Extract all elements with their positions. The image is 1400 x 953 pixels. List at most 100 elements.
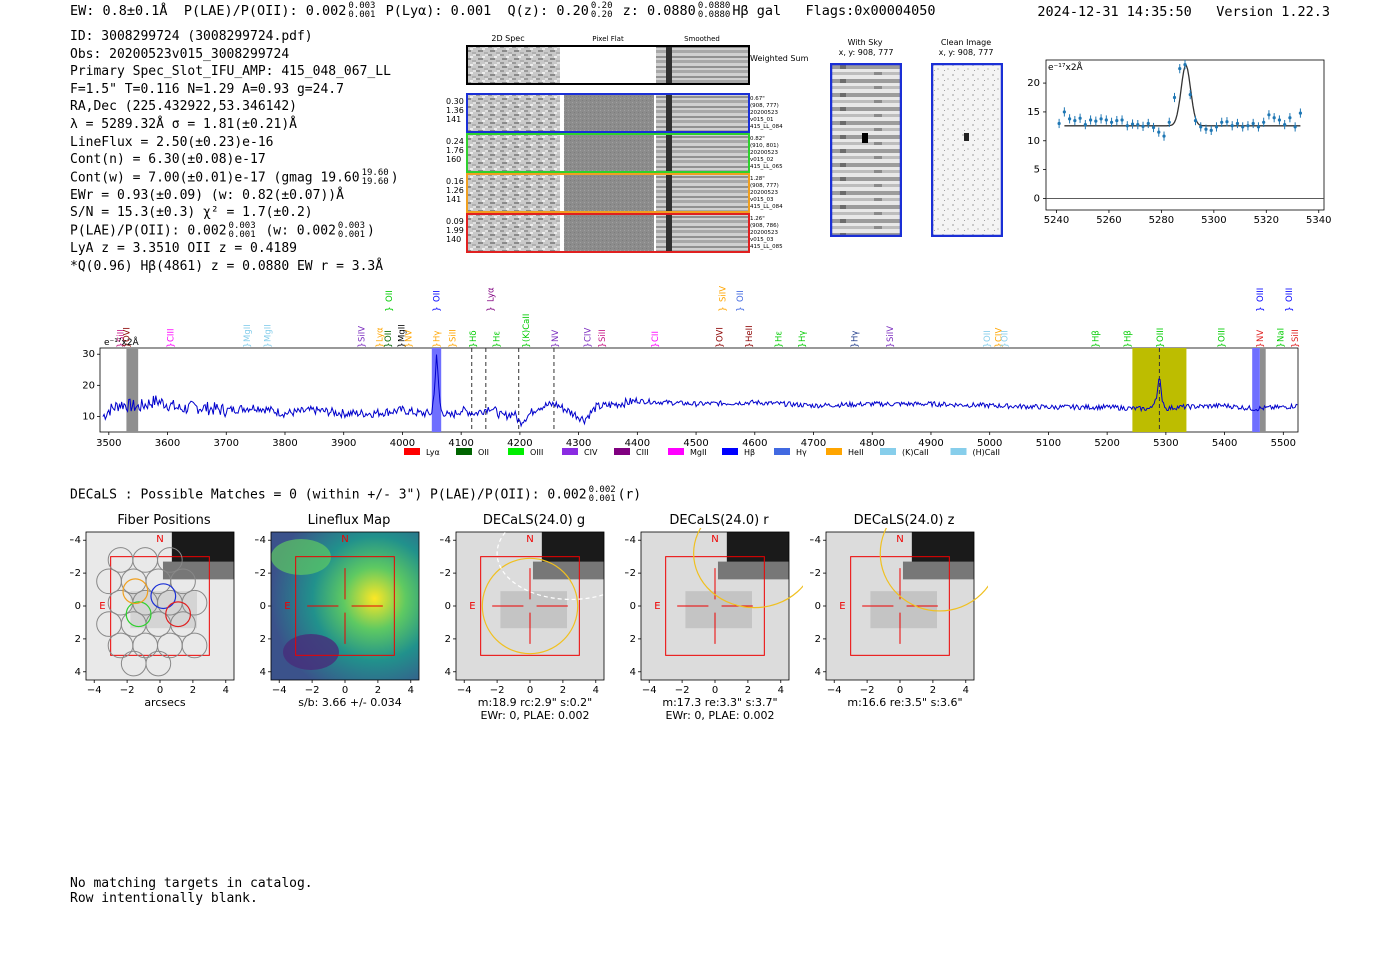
emission-line-label: OII: [736, 290, 746, 302]
row-side-text: 415_LL_085: [750, 244, 783, 250]
zoom-data-point: [1062, 107, 1066, 117]
zoom-point-marker: [1151, 125, 1156, 130]
emission-line-label: OII: [384, 330, 394, 342]
emission-line-label: NaI: [1276, 328, 1286, 342]
source-halo: [162, 561, 234, 580]
panel-title: DECaLS(24.0) z: [853, 513, 955, 528]
row-side-text: 415_LL_065: [750, 164, 783, 170]
imaging-panel-5: −4 4 −2 2 0 0 2 −2 4 −4 N E: [810, 528, 988, 696]
emission-line-label: CIV: [583, 328, 593, 342]
zoom-data-point: [1130, 119, 1135, 129]
emission-line-label: Hγ: [798, 331, 808, 342]
emission-line-label: OIII: [1285, 288, 1295, 302]
emission-line-label: SiII: [1291, 329, 1301, 342]
emission-line-bracket: }: [522, 342, 532, 348]
zoom-data-point: [1298, 108, 1302, 118]
panel-ytick-label: 0: [630, 601, 636, 612]
zoom-data-point: [1199, 122, 1203, 132]
zoom-ytick-label: 20: [1027, 78, 1040, 89]
emission-line-label: MgII: [397, 324, 407, 342]
aperture-ellipse: [693, 528, 803, 609]
row-side-text: 0.82": [750, 136, 765, 142]
legend-label: OII: [478, 448, 489, 457]
fiber-cutouts: 2D Spec Pixel Flat Smoothed Weighted Sum…: [446, 34, 809, 253]
decals-plae-lo: 0.001: [588, 494, 616, 504]
row-2dspec: [468, 95, 560, 131]
spec-xtick-label: 5000: [977, 438, 1002, 449]
emission-line-bracket: }: [1291, 342, 1301, 348]
clean-image: [931, 63, 1003, 237]
zoom-point-marker: [1125, 124, 1129, 128]
emission-line-label: Lyα: [376, 327, 386, 342]
zoom-data-point: [1246, 121, 1250, 131]
aperture-box: [110, 556, 210, 656]
header-q-lo: 0.20: [590, 10, 613, 20]
panel-caption: m:16.6 re:3.5" s:3.6": [847, 696, 963, 709]
panel-ytick-label: −2: [255, 568, 266, 579]
row-value: 0.16: [446, 177, 464, 186]
spec-xtick-label: 3900: [331, 438, 356, 449]
zoom-data-point: [1251, 118, 1255, 129]
zoom-data-point: [1088, 115, 1093, 125]
info-obs: Obs: 20200523v015_3008299724: [70, 46, 290, 62]
row-frame: [466, 93, 750, 133]
panel-xtick-label: −4: [87, 685, 102, 696]
row-pixelflat: [564, 135, 654, 171]
zoom-ytick-label: 5: [1034, 165, 1040, 176]
emission-line-bracket: }: [122, 342, 132, 348]
zoom-point-marker: [1178, 67, 1182, 71]
panel-ytick-label: 2: [260, 634, 266, 645]
line-band-blue: [431, 348, 442, 432]
panel-caption: m:18.9 rc:2.9" s:0.2": [477, 696, 593, 709]
emission-line-bracket: }: [1285, 306, 1295, 312]
info-contw-lo: 19.60: [361, 176, 389, 187]
row-smoothed: [656, 175, 748, 211]
legend-swatch: [826, 448, 842, 455]
emission-line-bracket: }: [583, 342, 593, 348]
header-q-hi: 0.20: [590, 1, 613, 11]
legend-label: (H)CaII: [973, 448, 1000, 457]
zoom-point-marker: [1120, 118, 1124, 122]
panel-ytick-label: −4: [810, 535, 821, 546]
emission-line-bracket: }: [1256, 306, 1266, 312]
panel-xtick-label: −2: [490, 685, 505, 696]
zoom-data-point: [1141, 121, 1145, 131]
footer-notes: No matching targets in catalog. Row inte…: [70, 876, 313, 906]
header-z-lo: 0.0880: [697, 10, 731, 20]
panel-xtick-label: −2: [120, 685, 135, 696]
emission-line-label: Hδ: [469, 330, 479, 342]
zoom-data-point: [1288, 113, 1292, 123]
panel-caption: m:17.3 re:3.3" s:3.7": [662, 696, 778, 709]
zoom-plot-frame: [1045, 59, 1325, 211]
zoom-point-marker: [1199, 125, 1203, 129]
clean-image-title: Clean Image: [940, 38, 992, 47]
emission-line-label: SiII: [117, 329, 127, 342]
spec-xtick-label: 4700: [801, 438, 826, 449]
row-value: 1.76: [446, 146, 464, 155]
zoom-data-point: [1109, 117, 1114, 127]
panel-caption: EWr: 0, PLAE: 0.002: [665, 709, 775, 722]
row-side-text: (910, 801): [750, 143, 779, 149]
emission-line-label: HeII: [745, 325, 755, 342]
north-marker: N: [896, 534, 903, 545]
emission-line-label: NV: [404, 330, 414, 342]
emission-line-label: SiIV: [886, 326, 896, 342]
zoom-data-point: [1235, 118, 1240, 129]
zoom-data-point: [1256, 122, 1261, 132]
zoom-data-point: [1157, 127, 1161, 137]
panel-xtick-label: 4: [223, 685, 229, 696]
legend-label: CIV: [584, 448, 598, 457]
legend-label: CIII: [636, 448, 649, 457]
legend-swatch: [774, 448, 790, 455]
zoom-point-marker: [1146, 121, 1150, 126]
spec-xtick-label: 4600: [742, 438, 767, 449]
zoom-data-point: [1262, 117, 1266, 127]
zoom-data-point: [1125, 121, 1129, 131]
header-z: z: 0.0880: [622, 3, 696, 19]
emission-line-bracket: }: [1256, 342, 1266, 348]
row-value: 140: [446, 235, 461, 244]
emission-line-bracket: }: [1218, 342, 1228, 348]
emission-line-bracket: }: [774, 342, 784, 348]
aperture-ellipse: [481, 557, 579, 655]
